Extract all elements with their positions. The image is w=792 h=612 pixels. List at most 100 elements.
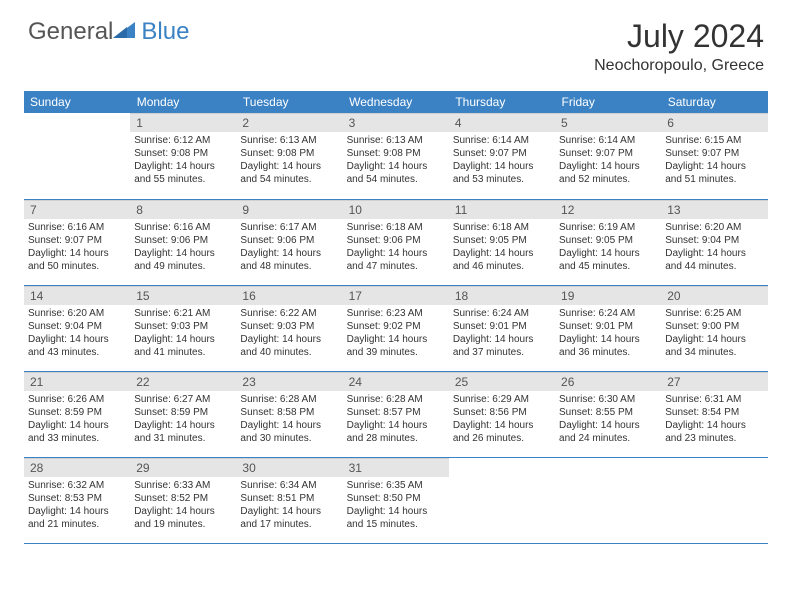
day-line: Sunset: 9:07 PM [559, 147, 657, 160]
month-title: July 2024 [594, 18, 764, 55]
day-content: Sunrise: 6:13 AMSunset: 9:08 PMDaylight:… [343, 132, 449, 190]
day-line: Sunset: 9:07 PM [665, 147, 763, 160]
day-line: Sunrise: 6:27 AM [134, 393, 232, 406]
day-content: Sunrise: 6:24 AMSunset: 9:01 PMDaylight:… [555, 305, 661, 363]
calendar-cell: 12Sunrise: 6:19 AMSunset: 9:05 PMDayligh… [555, 199, 661, 285]
day-line: Sunset: 9:06 PM [240, 234, 338, 247]
day-number: 12 [555, 200, 661, 219]
day-number: 8 [130, 200, 236, 219]
day-line: Daylight: 14 hours and 50 minutes. [28, 247, 126, 273]
day-content: Sunrise: 6:13 AMSunset: 9:08 PMDaylight:… [236, 132, 342, 190]
day-number: 21 [24, 372, 130, 391]
day-line: Sunrise: 6:13 AM [347, 134, 445, 147]
day-header: Wednesday [343, 91, 449, 113]
calendar-cell [24, 113, 130, 199]
day-header: Saturday [661, 91, 767, 113]
day-line: Daylight: 14 hours and 54 minutes. [240, 160, 338, 186]
day-line: Daylight: 14 hours and 21 minutes. [28, 505, 126, 531]
day-line: Sunset: 8:58 PM [240, 406, 338, 419]
day-line: Sunrise: 6:16 AM [28, 221, 126, 234]
calendar-cell: 27Sunrise: 6:31 AMSunset: 8:54 PMDayligh… [661, 371, 767, 457]
logo: General Blue [28, 18, 189, 46]
calendar-head: SundayMondayTuesdayWednesdayThursdayFrid… [24, 91, 768, 113]
day-line: Sunrise: 6:34 AM [240, 479, 338, 492]
day-content: Sunrise: 6:25 AMSunset: 9:00 PMDaylight:… [661, 305, 767, 363]
day-line: Sunset: 8:54 PM [665, 406, 763, 419]
day-line: Sunset: 9:01 PM [559, 320, 657, 333]
calendar-body: 1Sunrise: 6:12 AMSunset: 9:08 PMDaylight… [24, 113, 768, 543]
day-line: Daylight: 14 hours and 19 minutes. [134, 505, 232, 531]
day-line: Sunset: 8:56 PM [453, 406, 551, 419]
day-number: 26 [555, 372, 661, 391]
day-line: Sunrise: 6:30 AM [559, 393, 657, 406]
day-number [555, 458, 661, 476]
day-line: Sunset: 9:07 PM [28, 234, 126, 247]
day-number: 27 [661, 372, 767, 391]
day-content: Sunrise: 6:16 AMSunset: 9:07 PMDaylight:… [24, 219, 130, 277]
day-number: 1 [130, 113, 236, 132]
day-content: Sunrise: 6:22 AMSunset: 9:03 PMDaylight:… [236, 305, 342, 363]
day-line: Daylight: 14 hours and 47 minutes. [347, 247, 445, 273]
day-line: Sunrise: 6:28 AM [240, 393, 338, 406]
day-number: 10 [343, 200, 449, 219]
calendar-cell: 2Sunrise: 6:13 AMSunset: 9:08 PMDaylight… [236, 113, 342, 199]
day-line: Sunrise: 6:31 AM [665, 393, 763, 406]
day-number: 30 [236, 458, 342, 477]
day-content: Sunrise: 6:14 AMSunset: 9:07 PMDaylight:… [555, 132, 661, 190]
day-number: 24 [343, 372, 449, 391]
day-line: Daylight: 14 hours and 17 minutes. [240, 505, 338, 531]
day-line: Sunrise: 6:18 AM [347, 221, 445, 234]
day-line: Sunset: 8:51 PM [240, 492, 338, 505]
calendar-week: 1Sunrise: 6:12 AMSunset: 9:08 PMDaylight… [24, 113, 768, 199]
day-line: Sunrise: 6:14 AM [453, 134, 551, 147]
day-line: Sunrise: 6:28 AM [347, 393, 445, 406]
calendar-week: 14Sunrise: 6:20 AMSunset: 9:04 PMDayligh… [24, 285, 768, 371]
day-number: 16 [236, 286, 342, 305]
day-line: Sunset: 9:08 PM [240, 147, 338, 160]
day-line: Sunset: 8:50 PM [347, 492, 445, 505]
day-line: Sunrise: 6:26 AM [28, 393, 126, 406]
day-number: 5 [555, 113, 661, 132]
day-number: 2 [236, 113, 342, 132]
day-line: Daylight: 14 hours and 46 minutes. [453, 247, 551, 273]
day-number: 31 [343, 458, 449, 477]
day-line: Sunset: 8:53 PM [28, 492, 126, 505]
day-number: 14 [24, 286, 130, 305]
calendar-cell: 31Sunrise: 6:35 AMSunset: 8:50 PMDayligh… [343, 457, 449, 543]
calendar-cell: 8Sunrise: 6:16 AMSunset: 9:06 PMDaylight… [130, 199, 236, 285]
day-line: Sunrise: 6:16 AM [134, 221, 232, 234]
calendar-cell: 30 Sunrise: 6:34 AMSunset: 8:51 PMDayligh… [236, 457, 342, 543]
day-line: Daylight: 14 hours and 30 minutes. [240, 419, 338, 445]
day-line: Daylight: 14 hours and 37 minutes. [453, 333, 551, 359]
day-line: Daylight: 14 hours and 43 minutes. [28, 333, 126, 359]
day-number: 13 [661, 200, 767, 219]
day-line: Sunrise: 6:19 AM [559, 221, 657, 234]
day-line: Daylight: 14 hours and 40 minutes. [240, 333, 338, 359]
day-number [661, 458, 767, 476]
day-line: Sunset: 9:03 PM [134, 320, 232, 333]
day-header: Friday [555, 91, 661, 113]
day-content: Sunrise: 6:31 AMSunset: 8:54 PMDaylight:… [661, 391, 767, 449]
day-number: 11 [449, 200, 555, 219]
day-content [661, 476, 767, 482]
day-line: Sunrise: 6:25 AM [665, 307, 763, 320]
day-line: Sunrise: 6:17 AM [240, 221, 338, 234]
calendar-cell: 10Sunrise: 6:18 AMSunset: 9:06 PMDayligh… [343, 199, 449, 285]
day-line: Daylight: 14 hours and 39 minutes. [347, 333, 445, 359]
day-content: Sunrise: 6:18 AMSunset: 9:06 PMDaylight:… [343, 219, 449, 277]
calendar-cell: 14Sunrise: 6:20 AMSunset: 9:04 PMDayligh… [24, 285, 130, 371]
day-line: Daylight: 14 hours and 15 minutes. [347, 505, 445, 531]
day-content: Sunrise: 6:20 AMSunset: 9:04 PMDaylight:… [661, 219, 767, 277]
day-number [24, 113, 130, 131]
day-line: Sunset: 9:07 PM [453, 147, 551, 160]
day-number: 6 [661, 113, 767, 132]
day-content: Sunrise: 6:16 AMSunset: 9:06 PMDaylight:… [130, 219, 236, 277]
calendar-cell: 6Sunrise: 6:15 AMSunset: 9:07 PMDaylight… [661, 113, 767, 199]
day-line: Sunrise: 6:18 AM [453, 221, 551, 234]
calendar-cell: 22Sunrise: 6:27 AMSunset: 8:59 PMDayligh… [130, 371, 236, 457]
day-content: Sunrise: 6:30 AMSunset: 8:55 PMDaylight:… [555, 391, 661, 449]
day-content: Sunrise: 6:28 AMSunset: 8:57 PMDaylight:… [343, 391, 449, 449]
day-line: Daylight: 14 hours and 34 minutes. [665, 333, 763, 359]
logo-text-general: General [28, 18, 113, 46]
day-line: Sunrise: 6:15 AM [665, 134, 763, 147]
